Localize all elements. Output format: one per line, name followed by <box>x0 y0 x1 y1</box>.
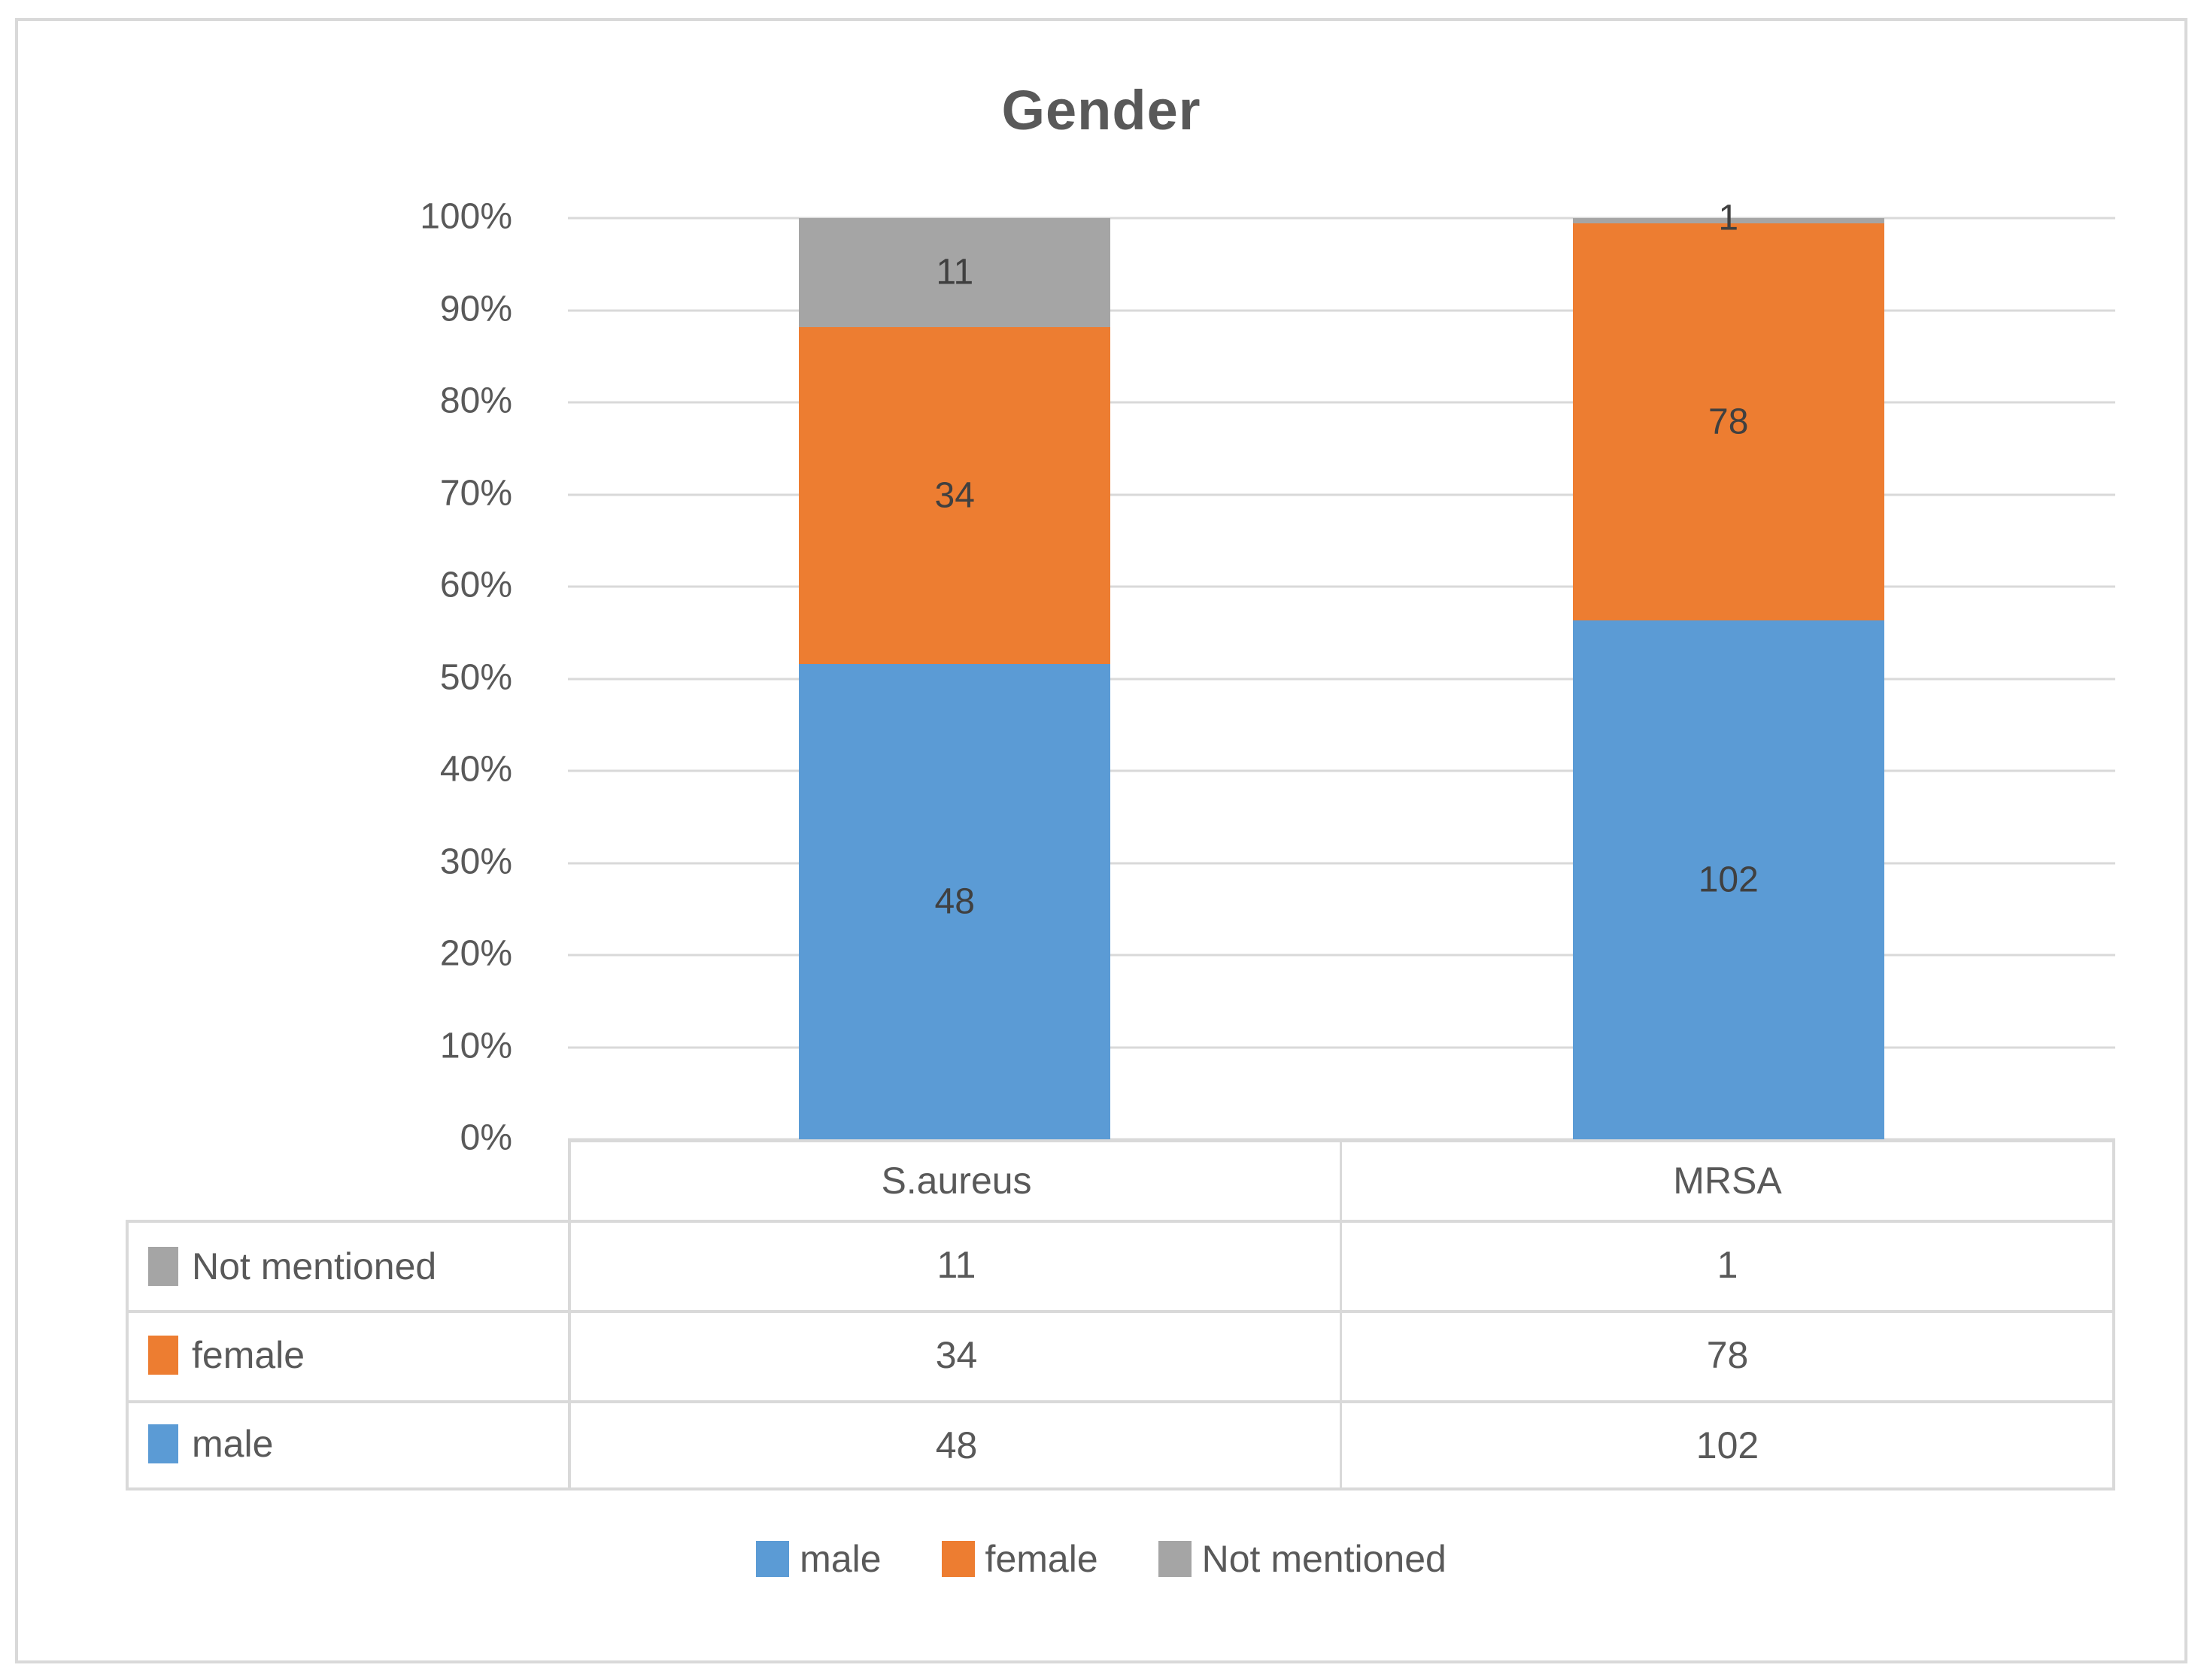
legend-item-male: male <box>756 1537 882 1581</box>
table-row-label-text: male <box>192 1423 274 1465</box>
gridline <box>568 954 2115 957</box>
y-axis-tick-label: 40% <box>439 749 512 790</box>
table-column-divider <box>1340 1142 1342 1487</box>
table-row-separator <box>129 1310 568 1313</box>
gridline <box>568 493 2115 496</box>
data-table-label-column: Not mentioned female male <box>126 1220 571 1490</box>
gridline <box>568 769 2115 772</box>
series-key-swatch-icon <box>148 1247 178 1286</box>
bar-value-label: 1 <box>1718 198 1739 238</box>
legend-swatch-icon <box>941 1541 975 1577</box>
bar-value-label: 11 <box>936 252 974 293</box>
table-cell-value: 1 <box>1717 1244 1738 1286</box>
bar-value-label: 102 <box>1698 860 1759 900</box>
y-axis-tick-label: 10% <box>439 1025 512 1066</box>
table-row-label-female: female <box>129 1312 568 1399</box>
stacked-bar-s-aureus: 48 34 11 <box>799 218 1111 1139</box>
table-cell-value: 34 <box>935 1334 978 1376</box>
legend-item-not-mentioned: Not mentioned <box>1158 1537 1447 1581</box>
bar-segment-female <box>1572 223 1884 620</box>
gridline <box>568 678 2115 680</box>
table-row-label-not-mentioned: Not mentioned <box>129 1223 568 1310</box>
table-cell-value: 11 <box>937 1244 976 1286</box>
table-column-header: S.aureus <box>881 1160 1032 1202</box>
bar-segment-male <box>1572 620 1884 1139</box>
table-row-separator <box>571 1310 2112 1313</box>
y-axis-tick-label: 100% <box>420 196 512 237</box>
legend-item-label: male <box>800 1538 882 1580</box>
table-row-separator <box>571 1400 2112 1403</box>
chart-frame: Gender 0% 10% 20% 30% 40% 50% 60% 70% 80% 90% 100%… <box>15 18 2187 1663</box>
y-axis-tick-label: 20% <box>439 933 512 974</box>
gridline <box>568 217 2115 220</box>
bar-value-label: 34 <box>934 475 975 516</box>
table-cell-value: 48 <box>935 1424 978 1466</box>
gridline <box>568 862 2115 864</box>
bar-value-label: 48 <box>934 881 975 922</box>
series-key-swatch-icon <box>148 1424 178 1463</box>
y-axis-tick-label: 30% <box>439 841 512 881</box>
gridline <box>568 401 2115 404</box>
plot-area: 48 34 11 102 78 1 <box>568 199 2115 1139</box>
table-row-separator <box>129 1400 568 1403</box>
legend-item-label: Not mentioned <box>1201 1538 1447 1580</box>
series-key-swatch-icon <box>148 1336 178 1375</box>
bar-segment-female <box>799 326 1111 664</box>
stacked-bar-mrsa: 102 78 1 <box>1572 199 1884 1139</box>
table-cell-value: 78 <box>1706 1334 1749 1376</box>
table-row-label-male: male <box>129 1400 568 1487</box>
legend-item-label: female <box>985 1538 1098 1580</box>
y-axis-tick-label: 90% <box>439 288 512 329</box>
legend-swatch-icon <box>756 1541 790 1577</box>
table-cell-value: 102 <box>1696 1424 1759 1466</box>
y-axis-tick-label: 60% <box>439 565 512 605</box>
y-axis-tick-label: 50% <box>439 657 512 697</box>
legend-item-female: female <box>941 1537 1098 1581</box>
chart-title: Gender <box>1001 79 1201 141</box>
bar-segment-not-mentioned <box>1572 218 1884 223</box>
gridline <box>568 309 2115 311</box>
table-row-label-text: female <box>192 1334 305 1376</box>
gridline <box>568 1046 2115 1048</box>
bar-segment-male <box>799 663 1111 1139</box>
table-row-separator <box>571 1220 2112 1223</box>
table-row-label-text: Not mentioned <box>192 1245 437 1287</box>
data-table: S.aureus MRSA 11 1 34 78 48 102 <box>568 1139 2115 1490</box>
bar-segment-not-mentioned <box>799 218 1111 327</box>
y-axis-tick-label: 80% <box>439 381 512 421</box>
legend-swatch-icon <box>1158 1541 1192 1577</box>
table-column-header: MRSA <box>1673 1160 1782 1202</box>
gridline <box>568 585 2115 588</box>
bar-value-label: 78 <box>1708 402 1749 442</box>
legend: male female Not mentioned <box>18 1537 2184 1581</box>
y-axis-tick-label: 0% <box>460 1117 512 1158</box>
y-axis-tick-label: 70% <box>439 472 512 513</box>
